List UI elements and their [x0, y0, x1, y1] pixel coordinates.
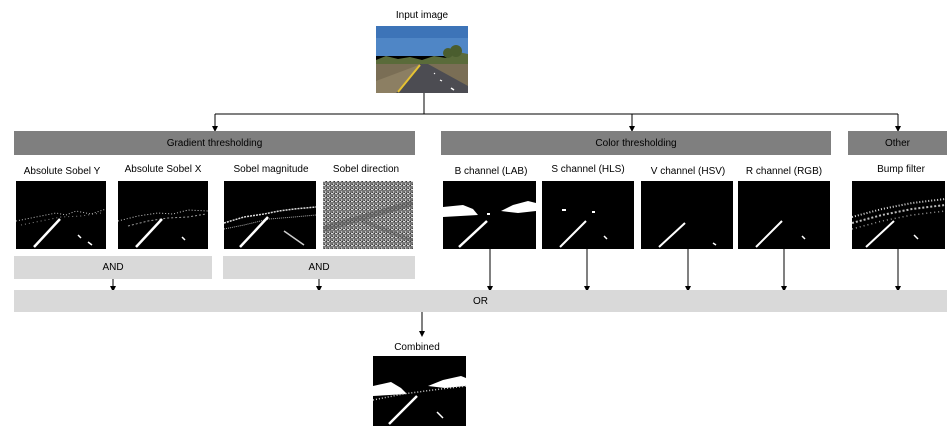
r-channel-image	[738, 181, 830, 249]
s-channel-label: S channel (HLS)	[551, 164, 625, 175]
abs-sobel-x-label: Absolute Sobel X	[124, 164, 202, 175]
combined-label: Combined	[394, 342, 440, 353]
sobel-magnitude-image	[224, 181, 316, 249]
sobel-direction-label: Sobel direction	[332, 164, 400, 175]
s-channel-image	[542, 181, 634, 249]
b-channel-image	[443, 181, 536, 249]
sobel-magnitude-label: Sobel magnitude	[233, 164, 309, 175]
or-gate: OR	[14, 290, 947, 312]
and-gate-1: AND	[14, 256, 212, 279]
bump-filter-label: Bump filter	[877, 164, 925, 175]
bump-filter-image	[852, 181, 945, 249]
abs-sobel-y-image	[16, 181, 106, 249]
color-thresholding-header: Color thresholding	[441, 131, 831, 155]
input-image-label: Input image	[395, 10, 449, 21]
abs-sobel-x-image	[118, 181, 208, 249]
r-channel-label: R channel (RGB)	[745, 166, 823, 177]
abs-sobel-y-label: Absolute Sobel Y	[23, 166, 101, 177]
input-image	[376, 26, 468, 93]
other-header: Other	[848, 131, 947, 155]
v-channel-image	[641, 181, 733, 249]
sobel-direction-image	[323, 181, 413, 249]
b-channel-label: B channel (LAB)	[454, 166, 528, 177]
combined-image	[373, 356, 466, 426]
v-channel-label: V channel (HSV)	[650, 166, 726, 177]
and-gate-2: AND	[223, 256, 415, 279]
gradient-thresholding-header: Gradient thresholding	[14, 131, 415, 155]
